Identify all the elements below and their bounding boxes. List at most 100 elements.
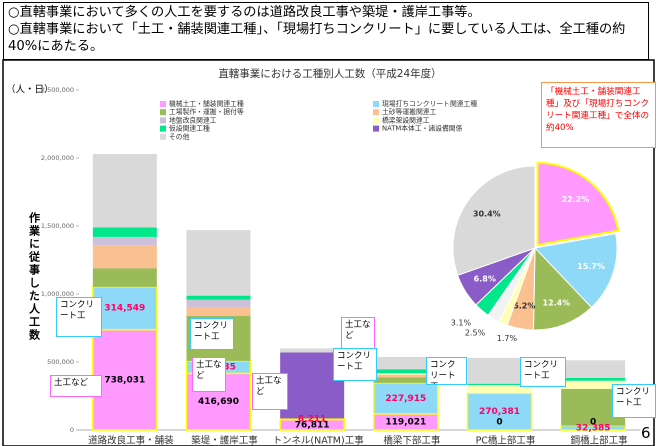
- pie-label: 22.2%: [562, 195, 590, 204]
- value-label: 270,381: [479, 407, 520, 417]
- bar-segment: [466, 392, 533, 431]
- bar-segment: [186, 307, 251, 317]
- y-tick-label: 500,000: [47, 358, 74, 366]
- slide-frame: [2, 59, 655, 446]
- pie-slice: [533, 233, 618, 309]
- legend-label: 工場製作・運搬・据付等: [169, 107, 244, 116]
- value-label: 227,915: [385, 394, 426, 404]
- pie-label: 2.5%: [465, 328, 486, 337]
- callout: 土工など: [50, 375, 102, 397]
- callout: 土工など: [192, 357, 226, 392]
- value-label: 76,811: [295, 420, 330, 430]
- legend-swatch: [373, 125, 379, 132]
- legend-swatch: [160, 125, 166, 132]
- bar-segment: [186, 230, 251, 296]
- bar-segment: [467, 383, 532, 386]
- value-label: 8,211: [298, 414, 326, 424]
- pie-label: 30.4%: [473, 209, 501, 218]
- y-tick-label: 1,000,000: [41, 290, 74, 298]
- legend-swatch: [160, 109, 166, 116]
- bar-segment: [92, 153, 157, 228]
- callout: コンクリート工: [190, 318, 234, 350]
- callout: 土工など: [341, 317, 375, 350]
- bar-segment: [373, 356, 438, 370]
- value-label: 119,021: [385, 417, 426, 427]
- bar-segment: [92, 245, 157, 269]
- pie-label: 1.7%: [497, 334, 518, 343]
- pie-slice: [536, 161, 620, 247]
- x-tick-label: 道路改良工事・舗装: [88, 435, 174, 446]
- y-tick-label: 2,000,000: [41, 154, 74, 162]
- bar-segment: [561, 380, 626, 389]
- pie-slice: [452, 165, 536, 276]
- legend-label: 地盤改良関連工: [169, 115, 217, 124]
- value-label: 32,385: [576, 423, 611, 433]
- pie-label: 15.7%: [577, 262, 605, 271]
- bar-segment: [373, 369, 438, 374]
- pie-label: 3.1%: [451, 318, 472, 327]
- legend-label: その他: [169, 132, 190, 141]
- y-tick-label: 2,500,000: [41, 86, 74, 94]
- value-label: 0: [590, 418, 596, 428]
- y-tick-label: 1,500,000: [41, 222, 74, 230]
- x-tick-label: トンネル(NATM)工事: [273, 435, 365, 446]
- legend-label: 橋梁架設関連工: [382, 115, 430, 124]
- callout: 土工など: [252, 373, 288, 410]
- bar-segment: [280, 348, 345, 353]
- bar-segment: [373, 374, 438, 378]
- legend-swatch: [160, 133, 166, 140]
- y-unit: （人・日）: [6, 84, 54, 96]
- value-label: 416,690: [198, 397, 239, 407]
- header: ○直轄事業において多くの人工を要するのは道路改良工事や築堤・護岸工事等。 ○直轄…: [3, 2, 649, 60]
- bar-segment: [467, 385, 532, 394]
- pie-slice: [532, 246, 593, 331]
- legend-label: 仮設関連工種: [169, 124, 210, 133]
- bar-segment: [92, 236, 157, 246]
- x-tick-label: 橋梁下部工事: [383, 435, 441, 446]
- x-tick-label: 鋼橋上部工事: [571, 435, 629, 446]
- pie-note: 「機械土工・舗装関連工種」及び「現場打ちコンクリート関連工種」で全体の約40%: [541, 82, 656, 148]
- value-label: 738,031: [104, 375, 145, 385]
- header-line: ○直轄事業において多くの人工を要するのは道路改良工事や築堤・護岸工事等。: [8, 5, 481, 20]
- bar-segment: [92, 227, 157, 237]
- legend-swatch: [373, 101, 379, 107]
- pie-label: 6.8%: [474, 275, 496, 284]
- legend-label: 現場打ちコンクリート関連工種: [382, 99, 477, 108]
- callout: コンクリート工: [333, 348, 377, 381]
- callout: コンクリート工: [520, 357, 566, 387]
- value-label: 0: [496, 418, 502, 428]
- legend-label: NATM本体工・諸設備関係: [382, 124, 463, 133]
- bar-segment: [561, 377, 626, 381]
- bar-segment: [186, 299, 251, 308]
- y-axis-label: 作業に従事した人工数: [28, 211, 42, 342]
- x-tick-label: PC橋上部工事: [476, 435, 536, 446]
- x-tick-label: 築堤・護岸工事: [191, 435, 258, 446]
- callout: コンクリート工: [612, 384, 656, 418]
- value-label: 314,549: [104, 304, 145, 314]
- legend-label: 土砂等運搬関連工: [382, 107, 437, 116]
- bar-segment: [92, 328, 158, 431]
- page-number: 6: [641, 424, 651, 442]
- callout: コンクリート工: [56, 297, 102, 337]
- y-tick-label: 0: [70, 426, 74, 434]
- bar-segment: [92, 268, 157, 287]
- pie-label: 5.2%: [513, 302, 535, 311]
- callout: コンクリート工: [426, 357, 467, 385]
- bar-segment: [92, 286, 158, 331]
- legend-swatch: [160, 101, 166, 107]
- bar-segment: [373, 373, 438, 375]
- bar-segment: [373, 382, 439, 415]
- bar-segment: [186, 295, 251, 300]
- header-line: ○直轄事業において「土工・舗装関連工種」、「現場打ちコンクリート」に要している人…: [8, 22, 626, 54]
- legend-swatch: [160, 117, 166, 124]
- legend-swatch: [373, 109, 379, 116]
- bar-segment: [561, 360, 626, 378]
- legend-swatch: [373, 117, 379, 124]
- legend-label: 機械土工・舗装関連工種: [169, 99, 244, 108]
- pie-label: 12.4%: [543, 299, 571, 308]
- chart-title: 直轄事業における工種別人工数（平成24年度）: [218, 67, 441, 80]
- bar-segment: [373, 377, 438, 383]
